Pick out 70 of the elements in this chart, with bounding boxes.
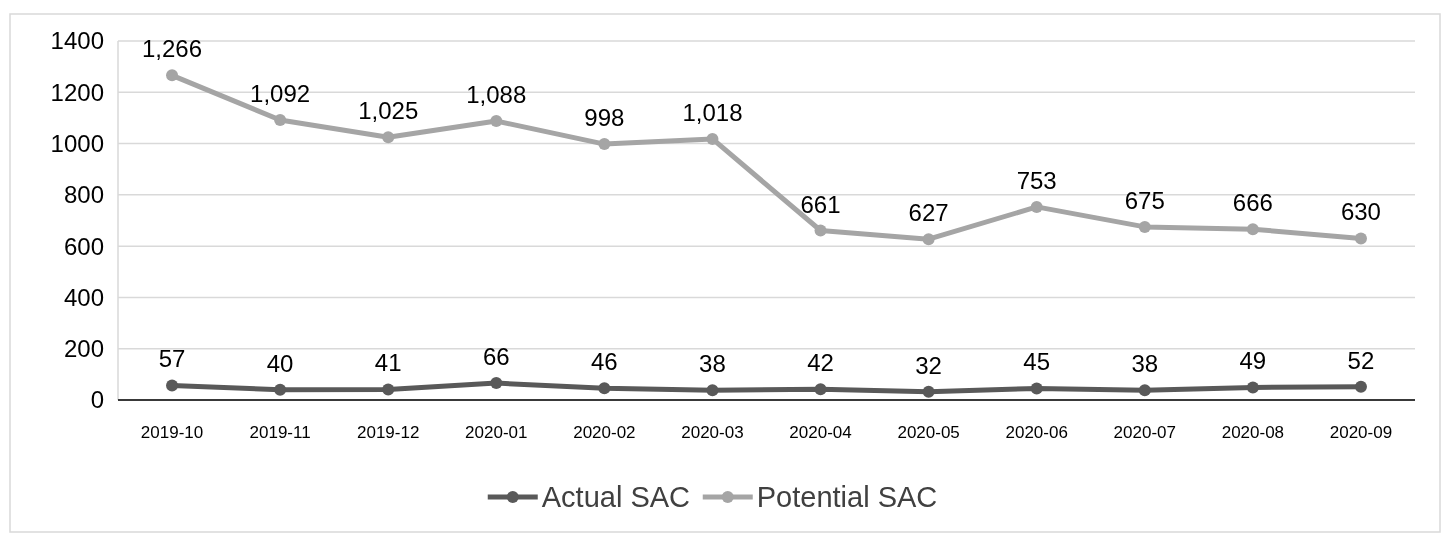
point — [1030, 382, 1043, 395]
data-label: 666 — [1232, 189, 1273, 217]
point — [598, 138, 611, 151]
legend-label: Potential SAC — [756, 481, 938, 514]
x-tick-label: 2019-11 — [249, 423, 311, 442]
data-label: 38 — [1131, 350, 1159, 378]
point — [814, 383, 827, 396]
point — [382, 131, 395, 144]
y-tick-label: 1000 — [50, 129, 104, 157]
point — [922, 233, 935, 246]
point — [490, 377, 503, 390]
point — [706, 132, 719, 145]
data-label: 1,092 — [250, 79, 311, 107]
data-label: 52 — [1347, 346, 1375, 374]
data-label: 38 — [699, 350, 726, 378]
point — [814, 224, 827, 237]
y-tick-label: 1400 — [50, 27, 104, 55]
data-label: 1,025 — [358, 97, 419, 125]
data-label: 45 — [1023, 348, 1051, 376]
point — [1138, 384, 1151, 397]
data-label: 998 — [584, 104, 625, 132]
data-label: 40 — [266, 349, 294, 377]
x-tick-label: 2020-08 — [1221, 423, 1285, 442]
data-label: 42 — [807, 349, 834, 377]
data-label: 57 — [158, 345, 186, 373]
point — [166, 379, 179, 392]
data-label: 49 — [1239, 347, 1267, 375]
point — [598, 382, 611, 395]
data-label: 753 — [1016, 166, 1057, 194]
x-tick-label: 2020-07 — [1113, 423, 1176, 442]
point — [1138, 220, 1151, 233]
data-label: 46 — [591, 348, 618, 376]
point — [922, 385, 935, 398]
x-tick-label: 2019-10 — [140, 423, 204, 442]
x-tick-label: 2020-04 — [789, 423, 852, 442]
data-label: 41 — [374, 349, 402, 377]
y-tick-label: 0 — [90, 386, 104, 414]
x-tick-label: 2019-12 — [357, 423, 420, 442]
data-label: 1,266 — [142, 35, 203, 63]
point — [490, 115, 503, 128]
point — [706, 384, 719, 397]
point — [1030, 200, 1043, 213]
x-tick-label: 2020-03 — [681, 423, 744, 442]
y-tick-label: 400 — [63, 283, 104, 311]
point — [274, 113, 287, 126]
data-label: 1,088 — [466, 81, 527, 109]
point — [166, 69, 179, 82]
data-label: 627 — [908, 199, 949, 227]
y-tick-label: 1200 — [50, 78, 104, 106]
data-label: 1,018 — [682, 98, 743, 126]
data-label: 32 — [915, 351, 942, 379]
point — [1246, 381, 1259, 394]
y-tick-label: 200 — [63, 335, 104, 363]
legend-label: Actual SAC — [541, 481, 691, 514]
x-tick-label: 2020-09 — [1329, 423, 1393, 442]
data-label: 630 — [1340, 198, 1381, 226]
data-label: 661 — [800, 190, 841, 218]
y-tick-label: 600 — [63, 232, 104, 260]
y-tick-label: 800 — [63, 181, 104, 209]
point — [1354, 232, 1367, 245]
point — [1354, 380, 1367, 393]
point — [274, 383, 287, 396]
x-tick-label: 2020-05 — [897, 423, 960, 442]
point — [382, 383, 395, 396]
point — [1246, 223, 1259, 236]
x-tick-label: 2020-01 — [465, 423, 528, 442]
data-label: 675 — [1124, 186, 1165, 214]
x-tick-label: 2020-02 — [573, 423, 636, 442]
data-label: 66 — [482, 343, 510, 371]
x-tick-label: 2020-06 — [1005, 423, 1068, 442]
